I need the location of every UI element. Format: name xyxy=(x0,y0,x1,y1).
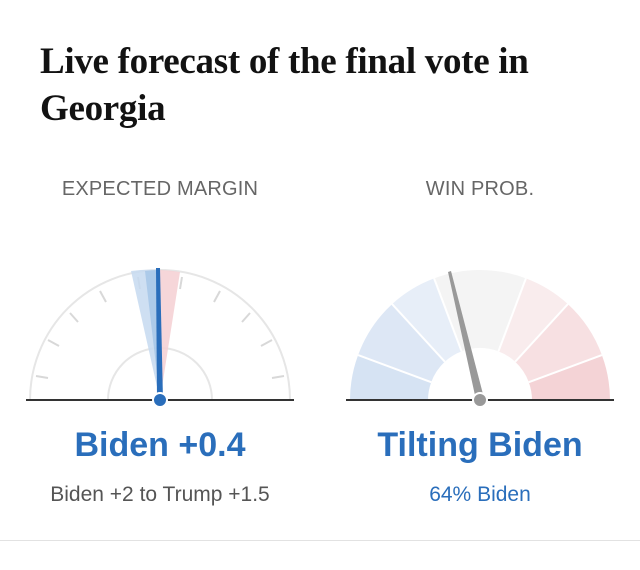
probability-needle xyxy=(448,271,484,400)
prob-segment-light-blue xyxy=(392,278,462,362)
win-probability-label: WIN PROB. xyxy=(425,178,535,200)
margin-needle-hub xyxy=(152,392,168,408)
expected-margin-panel: EXPECTED MARGIN Biden +0.4 Biden +2 to T xyxy=(0,178,320,518)
prob-segment-strong-red xyxy=(528,355,610,400)
expected-margin-range: Biden +2 to Trump +1.5 xyxy=(50,483,270,506)
page-title: Live forecast of the final vote in Georg… xyxy=(40,41,529,129)
prob-segment-strong-blue xyxy=(350,355,432,400)
bottom-divider xyxy=(0,540,640,541)
gauge-ticks xyxy=(35,276,285,379)
margin-needle xyxy=(156,268,163,400)
probability-needle-hub xyxy=(472,392,488,408)
expected-margin-gauge xyxy=(26,268,294,408)
win-probability-detail: 64% Biden xyxy=(429,483,531,506)
win-probability-panel: WIN PROB. Tilting Biden 64% Biden xyxy=(320,178,640,518)
prob-segment-light-red xyxy=(498,278,568,362)
win-probability-value: Tilting Biden xyxy=(377,426,583,464)
expected-margin-label: EXPECTED MARGIN xyxy=(61,178,259,200)
margin-range-band-red xyxy=(160,270,180,400)
margin-range-band-blue-inner xyxy=(145,270,160,400)
prob-segment-separators xyxy=(357,278,603,384)
win-probability-gauge xyxy=(346,270,614,408)
prob-segment-neutral xyxy=(434,270,526,352)
expected-margin-value: Biden +0.4 xyxy=(74,426,246,464)
